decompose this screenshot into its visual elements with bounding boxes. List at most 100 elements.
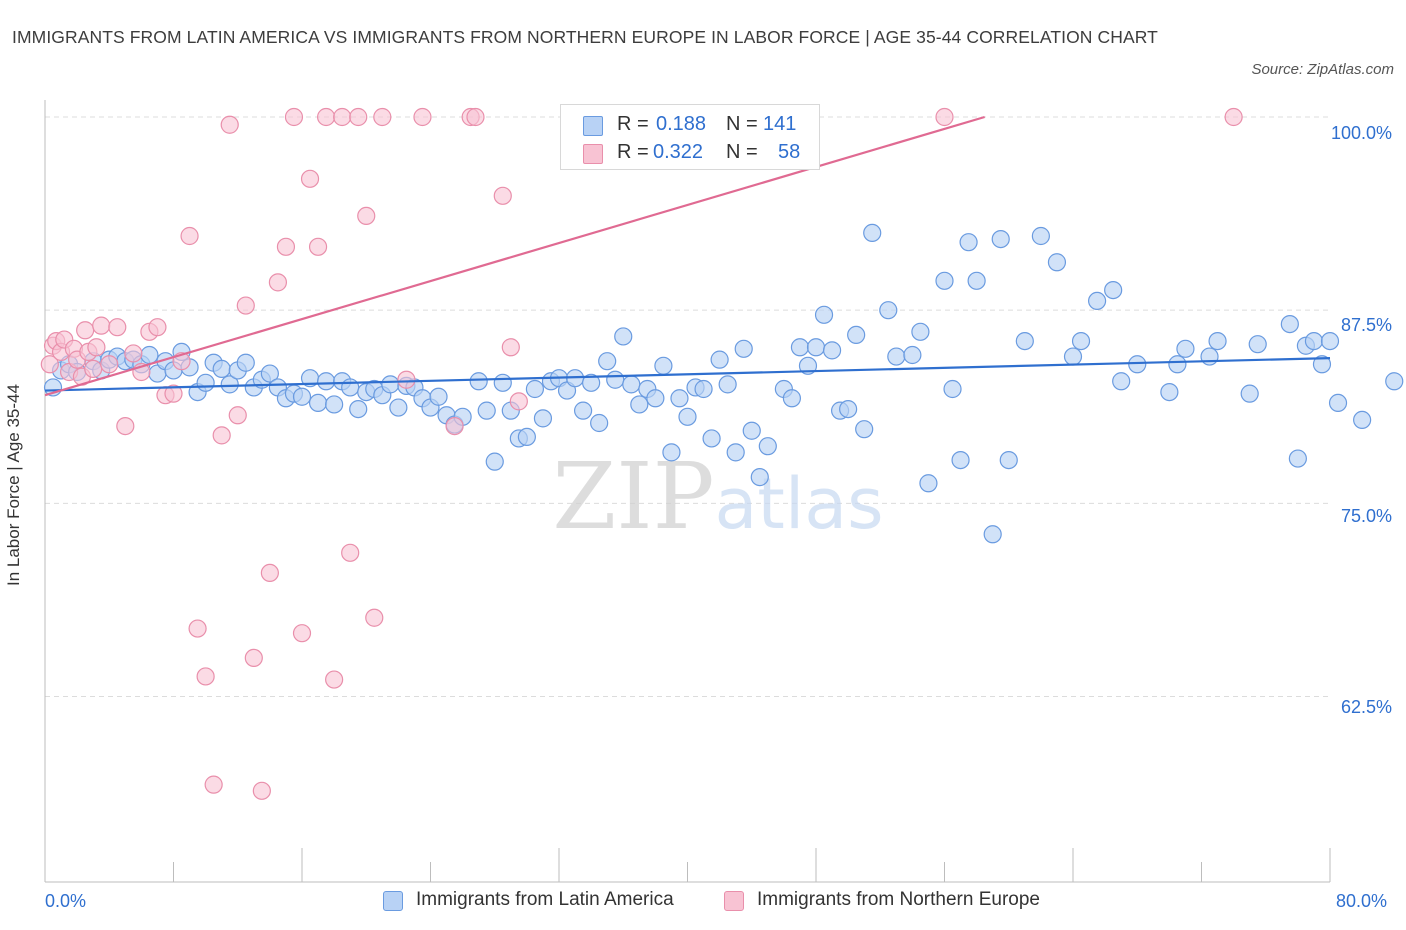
point-latin-america	[469, 372, 488, 391]
point-latin-america	[308, 393, 328, 413]
point-latin-america	[1288, 449, 1307, 468]
point-latin-america	[614, 327, 633, 346]
point-latin-america	[573, 401, 593, 420]
point-latin-america	[1312, 355, 1332, 374]
point-latin-america	[718, 375, 737, 394]
point-latin-america	[1353, 410, 1372, 430]
watermark: ZIPatlas	[552, 443, 883, 550]
point-northern-europe	[292, 624, 312, 643]
point-northern-europe	[325, 670, 344, 689]
point-latin-america	[349, 399, 368, 419]
x-tick-label-max: 80.0%	[1336, 891, 1388, 911]
point-latin-america	[1385, 372, 1404, 391]
point-latin-america	[822, 341, 842, 360]
point-latin-america	[951, 450, 970, 470]
point-latin-america	[341, 378, 360, 397]
point-northern-europe	[365, 608, 384, 627]
point-latin-america	[855, 420, 874, 439]
point-latin-america	[1104, 280, 1123, 300]
point-northern-europe	[76, 321, 95, 340]
legend-r-label: R =	[617, 141, 649, 163]
legend-n-label: N =	[726, 141, 758, 163]
point-northern-europe	[493, 186, 512, 205]
point-latin-america	[533, 409, 553, 428]
point-northern-europe	[445, 416, 464, 436]
bottom-legend-label: Immigrants from Latin America	[416, 889, 674, 910]
point-latin-america	[325, 395, 344, 414]
legend-r-label: R =	[617, 113, 649, 135]
point-northern-europe	[333, 107, 352, 127]
point-northern-europe	[164, 384, 183, 403]
point-northern-europe	[100, 355, 119, 374]
point-latin-america	[1320, 331, 1340, 351]
point-latin-america	[1031, 226, 1050, 246]
point-northern-europe	[212, 426, 231, 445]
point-latin-america	[726, 443, 745, 462]
point-latin-america	[839, 399, 858, 419]
legend-swatch-latin-america	[583, 116, 603, 136]
point-latin-america	[1328, 393, 1348, 413]
point-latin-america	[863, 223, 882, 243]
point-latin-america	[702, 429, 721, 448]
point-northern-europe	[308, 237, 328, 256]
point-latin-america	[887, 347, 906, 366]
point-northern-europe	[220, 115, 239, 134]
point-northern-europe	[284, 107, 304, 127]
axes	[44, 100, 1331, 883]
point-latin-america	[959, 233, 978, 252]
y-tick-label: 100.0%	[1330, 123, 1392, 143]
legend-n-value: 58	[778, 141, 801, 163]
x-tick-label-min: 0.0%	[45, 891, 87, 911]
point-northern-europe	[509, 392, 528, 411]
series-latin-america-points	[43, 223, 1404, 544]
point-latin-america	[381, 375, 400, 394]
point-latin-america	[879, 301, 898, 320]
point-latin-america	[590, 413, 609, 433]
point-northern-europe	[188, 619, 207, 638]
point-latin-america	[806, 338, 826, 357]
point-latin-america	[646, 389, 665, 408]
trend-line-latin-america	[44, 356, 1331, 392]
point-latin-america	[654, 356, 673, 375]
bottom-legend-latin-america: Immigrants from Latin America	[383, 888, 703, 916]
point-northern-europe	[349, 107, 368, 127]
point-latin-america	[292, 387, 312, 406]
point-latin-america	[622, 375, 641, 394]
point-latin-america	[1208, 331, 1227, 351]
point-northern-europe	[87, 338, 106, 357]
point-northern-europe	[228, 406, 247, 425]
point-latin-america	[919, 474, 938, 493]
point-latin-america	[1063, 347, 1083, 366]
point-latin-america	[1248, 335, 1267, 354]
point-latin-america	[212, 359, 231, 379]
point-latin-america	[1087, 291, 1107, 311]
point-latin-america	[782, 389, 802, 408]
point-latin-america	[196, 373, 215, 392]
point-northern-europe	[413, 107, 432, 127]
point-northern-europe	[268, 273, 288, 292]
point-latin-america	[630, 395, 649, 414]
point-northern-europe	[397, 370, 416, 389]
point-northern-europe	[92, 316, 111, 335]
point-latin-america	[694, 379, 713, 399]
point-latin-america	[911, 322, 930, 341]
point-latin-america	[710, 350, 729, 369]
point-northern-europe	[148, 318, 167, 337]
series-northern-europe-points	[40, 107, 1243, 800]
point-latin-america	[1071, 331, 1091, 351]
legend-swatch-northern-europe	[583, 144, 603, 164]
y-tick-label: 87.5%	[1340, 315, 1392, 335]
point-latin-america	[662, 443, 681, 462]
legend-n-value: 141	[763, 113, 797, 135]
point-northern-europe	[466, 107, 485, 127]
point-latin-america	[389, 398, 408, 417]
chart-title: IMMIGRANTS FROM LATIN AMERICA VS IMMIGRA…	[12, 27, 1158, 47]
legend-row-northern-europe: R = 0.322 N = 58	[583, 141, 813, 167]
point-northern-europe	[373, 107, 392, 127]
point-latin-america	[1176, 339, 1195, 358]
point-latin-america	[991, 229, 1010, 249]
legend-row-latin-america: R = 0.188 N = 141	[583, 113, 813, 139]
trend-line-northern-europe	[44, 115, 985, 397]
point-latin-america	[140, 345, 159, 365]
bottom-legend-swatch-northern-europe	[724, 891, 744, 911]
